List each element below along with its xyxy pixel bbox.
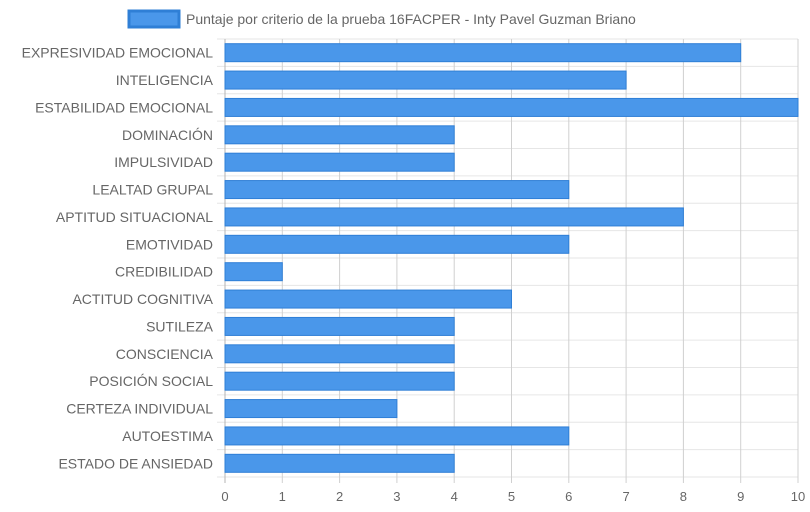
bar[interactable]: [224, 399, 398, 419]
bar[interactable]: [224, 316, 455, 336]
bar[interactable]: [224, 207, 684, 227]
legend-label[interactable]: Puntaje por criterio de la prueba 16FACP…: [186, 11, 636, 27]
bar[interactable]: [224, 43, 742, 63]
x-tick-label: 8: [680, 489, 687, 504]
legend[interactable]: Puntaje por criterio de la prueba 16FACP…: [127, 9, 636, 29]
x-tick-label: 2: [336, 489, 343, 504]
bar[interactable]: [224, 453, 455, 473]
x-tick-label: 9: [737, 489, 744, 504]
bar[interactable]: [224, 152, 455, 172]
category-labels: EXPRESIVIDAD EMOCIONAL INTELIGENCIA ESTABI…: [22, 45, 214, 472]
category-label: SUTILEZA: [146, 318, 214, 334]
bar[interactable]: [224, 262, 283, 282]
bar[interactable]: [224, 426, 570, 446]
bar[interactable]: [224, 97, 799, 117]
bar[interactable]: [224, 70, 627, 90]
category-label: ACTITUD COGNITIVA: [72, 291, 213, 307]
x-tick-label: 4: [451, 489, 458, 504]
bar[interactable]: [224, 344, 455, 364]
x-tick-label: 5: [508, 489, 515, 504]
category-label: AUTOESTIMA: [122, 428, 213, 444]
category-label: POSICIÓN SOCIAL: [89, 373, 213, 389]
category-label: DOMINACIÓN: [122, 127, 213, 143]
x-tick-label: 6: [565, 489, 572, 504]
bar[interactable]: [224, 289, 512, 309]
category-label: EXPRESIVIDAD EMOCIONAL: [22, 45, 214, 61]
bar[interactable]: [224, 371, 455, 391]
x-tick-label: 0: [221, 489, 228, 504]
category-label: LEALTAD GRUPAL: [92, 182, 213, 198]
x-tick-label: 10: [791, 489, 805, 504]
bars: [224, 43, 799, 473]
category-label: CERTEZA INDIVIDUAL: [66, 401, 213, 417]
category-label: EMOTIVIDAD: [126, 236, 213, 252]
bar[interactable]: [224, 234, 570, 254]
legend-swatch[interactable]: [127, 9, 181, 29]
category-label: INTELIGENCIA: [116, 72, 214, 88]
x-tick-label: 7: [622, 489, 629, 504]
x-axis-ticks: 0 1 2 3 4 5 6 7 8 9 10: [221, 489, 805, 504]
category-label: CONSCIENCIA: [116, 346, 214, 362]
grid-lines: [217, 38, 799, 483]
bar[interactable]: [224, 180, 570, 200]
category-label: APTITUD SITUACIONAL: [56, 209, 213, 225]
category-label: ESTABILIDAD EMOCIONAL: [35, 99, 213, 115]
category-label: ESTADO DE ANSIEDAD: [58, 455, 213, 471]
category-label: IMPULSIVIDAD: [114, 154, 213, 170]
x-tick-label: 1: [279, 489, 286, 504]
category-label: CREDIBILIDAD: [115, 264, 213, 280]
bar[interactable]: [224, 125, 455, 145]
x-tick-label: 3: [393, 489, 400, 504]
